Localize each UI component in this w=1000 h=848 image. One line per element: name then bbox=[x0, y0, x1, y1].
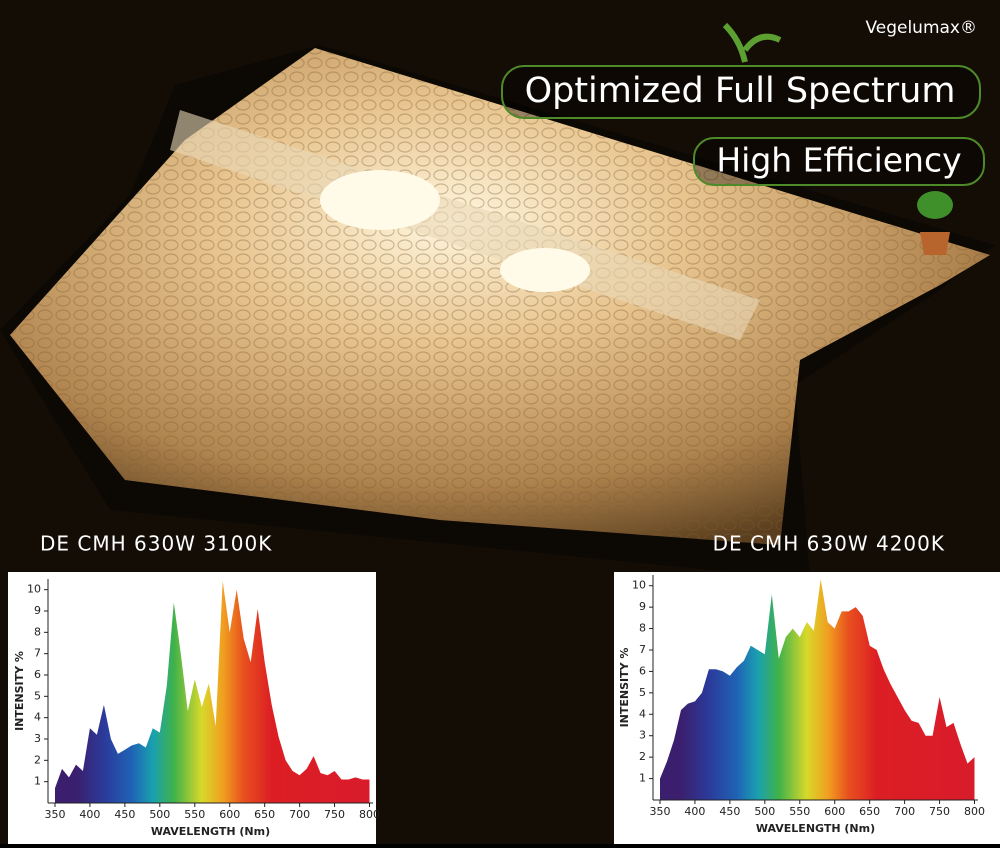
x-tick-label: 350 bbox=[649, 805, 670, 818]
y-tick-label: 7 bbox=[34, 647, 41, 660]
x-tick-label: 650 bbox=[859, 805, 880, 818]
lamp-glow bbox=[500, 248, 590, 292]
x-tick-label: 750 bbox=[929, 805, 950, 818]
brand: Vegelumax® bbox=[865, 18, 977, 38]
y-tick-label: 7 bbox=[639, 643, 646, 656]
y-tick-label: 4 bbox=[639, 707, 646, 720]
y-tick-label: 9 bbox=[639, 600, 646, 613]
x-tick-label: 450 bbox=[719, 805, 740, 818]
x-tick-label: 800 bbox=[964, 805, 985, 818]
x-tick-label: 400 bbox=[684, 805, 705, 818]
y-tick-label: 5 bbox=[34, 689, 41, 702]
y-tick-label: 6 bbox=[639, 664, 646, 677]
sprout-icon bbox=[722, 22, 782, 63]
x-axis-label: WAVELENGTH (Nm) bbox=[756, 822, 875, 835]
x-tick-label: 600 bbox=[219, 808, 240, 821]
x-tick-label: 550 bbox=[789, 805, 810, 818]
x-tick-label: 400 bbox=[79, 808, 100, 821]
y-tick-label: 8 bbox=[639, 622, 646, 635]
y-tick-label: 6 bbox=[34, 668, 41, 681]
y-tick-label: 8 bbox=[34, 625, 41, 638]
y-tick-label: 2 bbox=[639, 750, 646, 763]
x-tick-label: 800 bbox=[359, 808, 380, 821]
y-tick-label: 1 bbox=[34, 775, 41, 788]
y-tick-label: 3 bbox=[34, 732, 41, 745]
spectrum-area bbox=[659, 579, 975, 800]
x-tick-label: 450 bbox=[114, 808, 135, 821]
y-axis-label: INTENSITY % bbox=[618, 648, 631, 728]
y-tick-label: 5 bbox=[639, 686, 646, 699]
headline: Optimized Full Spectrum bbox=[525, 71, 956, 111]
y-tick-label: 4 bbox=[34, 711, 41, 724]
y-tick-label: 10 bbox=[632, 579, 646, 592]
x-tick-label: 750 bbox=[324, 808, 345, 821]
spectrum-chart: DE CMH 630W 3100K 350 400 450 500 550 600 650 70… bbox=[8, 532, 380, 844]
x-tick-label: 600 bbox=[824, 805, 845, 818]
lamp-tube bbox=[170, 110, 760, 340]
x-tick-label: 550 bbox=[184, 808, 205, 821]
y-tick-label: 9 bbox=[34, 604, 41, 617]
chart-title: DE CMH 630W 3100K bbox=[40, 532, 272, 556]
y-tick-label: 2 bbox=[34, 753, 41, 766]
plant-icon bbox=[917, 191, 953, 219]
x-tick-label: 500 bbox=[149, 808, 170, 821]
y-tick-label: 3 bbox=[639, 729, 646, 742]
x-tick-label: 700 bbox=[894, 805, 915, 818]
x-tick-label: 650 bbox=[254, 808, 275, 821]
x-tick-label: 700 bbox=[289, 808, 310, 821]
headline-box bbox=[501, 65, 981, 119]
x-tick-label: 500 bbox=[754, 805, 775, 818]
y-axis-label: INTENSITY % bbox=[13, 651, 26, 731]
subheadline: High Efficiency bbox=[716, 141, 961, 180]
lamp-glow bbox=[320, 170, 440, 230]
y-tick-label: 10 bbox=[27, 583, 41, 596]
pot-icon bbox=[920, 232, 950, 255]
x-axis-label: WAVELENGTH (Nm) bbox=[151, 825, 270, 838]
chart-title: DE CMH 630W 4200K bbox=[713, 532, 945, 556]
subheadline-box bbox=[693, 137, 985, 186]
y-tick-label: 1 bbox=[639, 772, 646, 785]
spectrum-chart: DE CMH 630W 4200K 350 400 450 500 550 600 650 70… bbox=[614, 532, 1000, 844]
spectrum-area bbox=[54, 581, 370, 803]
x-tick-label: 350 bbox=[44, 808, 65, 821]
